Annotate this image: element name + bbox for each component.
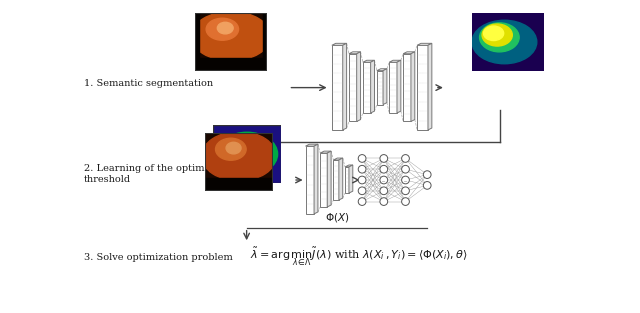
Polygon shape <box>349 165 353 193</box>
Ellipse shape <box>218 22 233 34</box>
Polygon shape <box>345 165 353 167</box>
Polygon shape <box>343 43 347 130</box>
Text: ...: ... <box>403 177 408 182</box>
Circle shape <box>380 155 388 162</box>
Bar <box>264 13 267 71</box>
Text: 1. Semantic segmentation: 1. Semantic segmentation <box>84 79 213 88</box>
Circle shape <box>358 165 366 173</box>
Polygon shape <box>363 60 374 62</box>
Circle shape <box>380 176 388 184</box>
Bar <box>403 54 411 121</box>
Ellipse shape <box>484 26 504 41</box>
Polygon shape <box>305 144 318 146</box>
Polygon shape <box>377 69 387 71</box>
Polygon shape <box>411 52 415 121</box>
Polygon shape <box>403 52 415 54</box>
Circle shape <box>402 176 410 184</box>
Circle shape <box>380 198 388 205</box>
Circle shape <box>402 155 410 162</box>
Polygon shape <box>397 60 401 113</box>
Ellipse shape <box>226 142 241 154</box>
Text: $\tilde{\lambda} = \arg\min_{\lambda \in \Lambda} \tilde{J}(\lambda)$ with $\lam: $\tilde{\lambda} = \arg\min_{\lambda \in… <box>250 246 468 269</box>
Bar <box>389 62 397 113</box>
Circle shape <box>358 155 366 162</box>
Text: 2. Learning of the optimal
threshold: 2. Learning of the optimal threshold <box>84 164 213 183</box>
Bar <box>195 58 267 71</box>
Bar <box>377 71 383 105</box>
Bar <box>417 45 428 130</box>
Bar <box>320 153 327 207</box>
Polygon shape <box>327 151 331 207</box>
Ellipse shape <box>191 12 271 61</box>
Polygon shape <box>371 60 374 113</box>
Ellipse shape <box>472 20 537 64</box>
Ellipse shape <box>216 138 246 160</box>
Circle shape <box>402 165 410 173</box>
Polygon shape <box>417 43 432 45</box>
Polygon shape <box>314 144 318 214</box>
Polygon shape <box>389 60 401 62</box>
Bar <box>305 146 314 214</box>
Polygon shape <box>383 69 387 105</box>
Polygon shape <box>332 43 347 45</box>
Polygon shape <box>428 43 432 130</box>
Circle shape <box>423 182 431 189</box>
Bar <box>345 167 349 193</box>
Circle shape <box>402 187 410 195</box>
Ellipse shape <box>482 24 512 46</box>
Circle shape <box>423 171 431 178</box>
Ellipse shape <box>206 18 239 40</box>
Circle shape <box>380 187 388 195</box>
Bar <box>333 160 339 200</box>
Ellipse shape <box>479 23 519 52</box>
Bar <box>205 178 273 191</box>
Polygon shape <box>349 52 360 54</box>
Polygon shape <box>339 158 343 200</box>
Text: $\Phi(X)$: $\Phi(X)$ <box>324 211 349 224</box>
Circle shape <box>380 165 388 173</box>
Circle shape <box>358 198 366 205</box>
Ellipse shape <box>216 132 278 176</box>
Circle shape <box>358 187 366 195</box>
Ellipse shape <box>202 131 276 181</box>
Circle shape <box>358 176 366 184</box>
Polygon shape <box>320 151 331 153</box>
Text: ...: ... <box>381 177 386 182</box>
Polygon shape <box>333 158 343 160</box>
Text: 3. Solve optimization problem: 3. Solve optimization problem <box>84 253 232 261</box>
Bar <box>332 45 343 130</box>
Bar <box>349 54 356 121</box>
Bar <box>363 62 371 113</box>
Bar <box>195 13 198 71</box>
Polygon shape <box>356 52 360 121</box>
Circle shape <box>402 198 410 205</box>
